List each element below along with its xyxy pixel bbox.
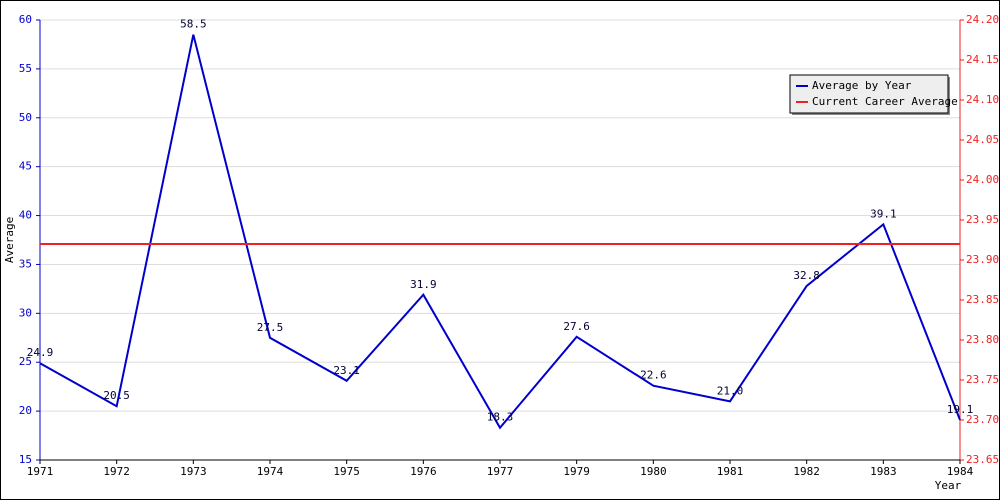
data-label: 19.1 bbox=[947, 403, 974, 416]
y2-tick-label: 23.70 bbox=[966, 413, 999, 426]
x-tick-label: 1976 bbox=[410, 465, 437, 478]
y-tick-label: 25 bbox=[19, 355, 32, 368]
y2-tick-label: 23.75 bbox=[966, 373, 999, 386]
x-tick-label: 1971 bbox=[27, 465, 54, 478]
x-tick-label: 1974 bbox=[257, 465, 284, 478]
x-tick-label: 1975 bbox=[333, 465, 360, 478]
series-line bbox=[39, 34, 961, 430]
y-tick-label: 20 bbox=[19, 404, 32, 417]
x-tick-label: 1982 bbox=[793, 465, 820, 478]
x-tick-label: 1980 bbox=[640, 465, 667, 478]
data-label: 21.0 bbox=[717, 384, 744, 397]
data-label: 32.8 bbox=[793, 269, 820, 282]
y-tick-label: 50 bbox=[19, 111, 32, 124]
y2-tick-label: 23.95 bbox=[966, 213, 999, 226]
x-tick-label: 1979 bbox=[563, 465, 590, 478]
x-tick-label: 1984 bbox=[947, 465, 974, 478]
x-axis-label: Year bbox=[935, 479, 962, 492]
y-tick-label: 55 bbox=[19, 62, 32, 75]
y-axis-label: Average bbox=[3, 217, 16, 263]
y2-tick-label: 24.00 bbox=[966, 173, 999, 186]
data-label: 39.1 bbox=[870, 207, 897, 220]
data-label: 27.6 bbox=[563, 320, 590, 333]
data-label: 18.3 bbox=[487, 411, 514, 424]
y-tick-label: 15 bbox=[19, 453, 32, 466]
legend-label: Average by Year bbox=[812, 79, 912, 92]
y2-tick-label: 24.15 bbox=[966, 53, 999, 66]
y2-tick-label: 23.85 bbox=[966, 293, 999, 306]
data-label: 27.5 bbox=[257, 321, 284, 334]
y2-tick-label: 24.05 bbox=[966, 133, 999, 146]
y2-tick-label: 23.90 bbox=[966, 253, 999, 266]
data-label: 58.5 bbox=[180, 18, 207, 31]
y2-tick-label: 23.65 bbox=[966, 453, 999, 466]
data-label: 20.5 bbox=[103, 389, 130, 402]
data-label: 24.9 bbox=[27, 346, 54, 359]
x-tick-label: 1981 bbox=[717, 465, 744, 478]
x-tick-label: 1983 bbox=[870, 465, 897, 478]
y-tick-label: 35 bbox=[19, 257, 32, 270]
x-tick-label: 1977 bbox=[487, 465, 514, 478]
x-tick-label: 1972 bbox=[103, 465, 130, 478]
y-tick-label: 60 bbox=[19, 13, 32, 26]
y-tick-label: 40 bbox=[19, 209, 32, 222]
legend-label: Current Career Average bbox=[812, 95, 958, 108]
x-tick-label: 1973 bbox=[180, 465, 207, 478]
data-label: 22.6 bbox=[640, 369, 667, 382]
legend-box bbox=[789, 74, 949, 114]
y-tick-label: 30 bbox=[19, 306, 32, 319]
y2-tick-label: 24.10 bbox=[966, 93, 999, 106]
y-tick-label: 45 bbox=[19, 160, 32, 173]
data-label: 23.1 bbox=[333, 364, 360, 377]
y2-tick-label: 23.80 bbox=[966, 333, 999, 346]
y2-tick-label: 24.20 bbox=[966, 13, 999, 26]
data-label: 31.9 bbox=[410, 278, 437, 291]
